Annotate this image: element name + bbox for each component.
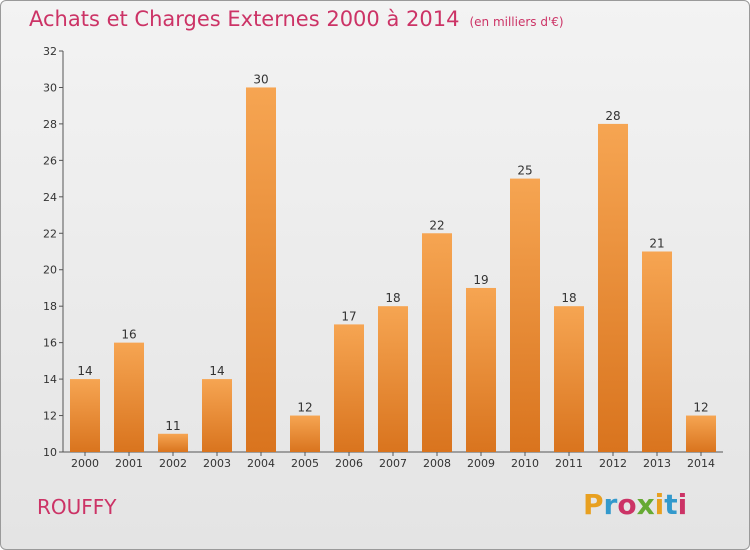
y-tick-label: 18 (43, 300, 57, 313)
bar-value-label: 12 (297, 401, 312, 415)
y-tick-label: 20 (43, 264, 57, 277)
bar-value-label: 19 (473, 273, 488, 287)
bar-2005 (290, 415, 320, 452)
y-tick-label: 24 (43, 191, 57, 204)
bar-value-label: 22 (429, 218, 444, 232)
bar-value-label: 25 (517, 164, 532, 178)
x-tick-label: 2010 (511, 457, 539, 470)
logo-letter: t (664, 488, 678, 521)
x-tick-label: 2005 (291, 457, 319, 470)
x-tick-label: 2006 (335, 457, 363, 470)
logo-letter: x (636, 488, 655, 521)
bar-2013 (642, 251, 672, 452)
bar-2006 (334, 324, 364, 452)
chart-title-text: Achats et Charges Externes 2000 à 2014 (29, 7, 460, 31)
bar-value-label: 11 (165, 419, 180, 433)
x-tick-label: 2002 (159, 457, 187, 470)
bar-value-label: 21 (649, 237, 664, 251)
commune-name: ROUFFY (37, 495, 117, 519)
x-tick-label: 2004 (247, 457, 275, 470)
logo-letter: P (583, 488, 604, 521)
bar-value-label: 18 (385, 291, 400, 305)
chart-title: Achats et Charges Externes 2000 à 2014 (e… (29, 7, 564, 31)
y-tick-label: 16 (43, 337, 57, 350)
logo-letter: r (603, 488, 618, 521)
y-tick-label: 22 (43, 227, 57, 240)
x-tick-label: 2007 (379, 457, 407, 470)
y-tick-label: 30 (43, 81, 57, 94)
bar-value-label: 28 (605, 109, 620, 123)
y-tick-label: 12 (43, 410, 57, 423)
y-tick-label: 14 (43, 373, 57, 386)
x-tick-label: 2009 (467, 457, 495, 470)
bar-2004 (246, 87, 276, 453)
bar-2009 (466, 287, 496, 452)
x-tick-label: 2013 (643, 457, 671, 470)
y-tick-label: 32 (43, 45, 57, 58)
bar-2012 (598, 123, 628, 452)
bar-2002 (158, 433, 188, 452)
bar-value-label: 14 (77, 364, 92, 378)
bar-value-label: 16 (121, 328, 136, 342)
y-tick-label: 26 (43, 154, 57, 167)
logo-letter: o (617, 488, 637, 521)
logo-letter: i (677, 488, 688, 521)
x-tick-label: 2000 (71, 457, 99, 470)
x-tick-label: 2001 (115, 457, 143, 470)
bar-2003 (202, 379, 232, 452)
bar-2010 (510, 178, 540, 452)
bar-value-label: 14 (209, 364, 224, 378)
y-tick-label: 10 (43, 446, 57, 459)
x-tick-label: 2008 (423, 457, 451, 470)
x-tick-label: 2003 (203, 457, 231, 470)
bar-value-label: 17 (341, 309, 356, 323)
logo-letter: i (654, 488, 665, 521)
bar-value-label: 18 (561, 291, 576, 305)
bar-2000 (70, 379, 100, 452)
x-tick-label: 2011 (555, 457, 583, 470)
bar-2011 (554, 306, 584, 452)
y-tick-label: 28 (43, 118, 57, 131)
bar-2007 (378, 306, 408, 452)
x-tick-label: 2012 (599, 457, 627, 470)
bar-2008 (422, 233, 452, 452)
bar-2001 (114, 342, 144, 452)
bar-2014 (686, 415, 716, 452)
chart-unit: (en milliers d'€) (469, 15, 564, 29)
proxiti-logo: Proxiti (583, 488, 687, 521)
bar-value-label: 30 (253, 72, 268, 86)
bar-value-label: 12 (693, 401, 708, 415)
x-tick-label: 2014 (687, 457, 715, 470)
